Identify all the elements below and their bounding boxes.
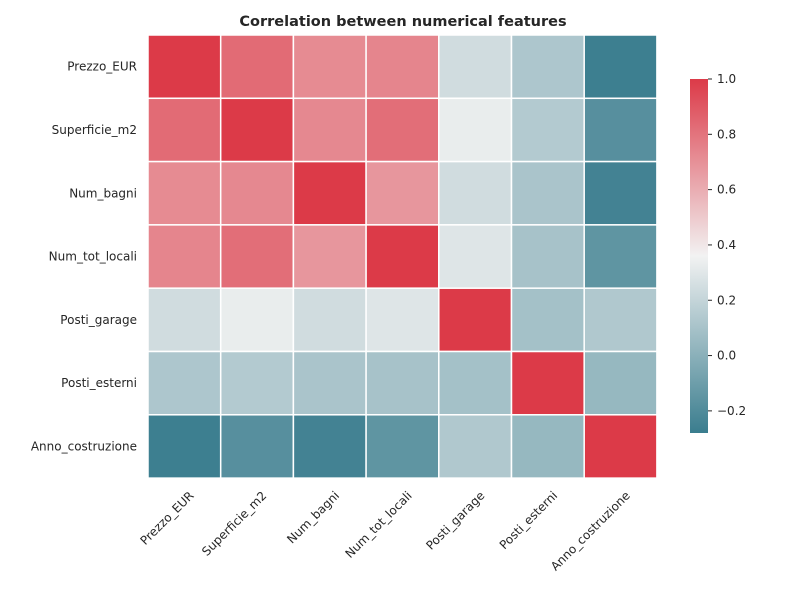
heatmap-cell (510, 224, 585, 289)
heatmap-cell (147, 414, 222, 479)
column-tick-label: Posti_garage (423, 489, 487, 553)
heatmap-cell (583, 287, 658, 353)
heatmap-cell (583, 224, 658, 289)
column-labels: Prezzo_EUR Superficie_m2 Num_bagni Num_tot_… (137, 489, 632, 574)
heatmap-cell (438, 97, 513, 163)
heatmap-cell (438, 34, 513, 100)
heatmap-cell (147, 34, 222, 100)
row-tick-label: Num_bagni (69, 186, 137, 200)
colorbar-tick-label: 1.0 (717, 72, 736, 86)
colorbar-ticks: 1.0 0.8 0.6 0.4 0.2 0.0 −0.2 (708, 72, 746, 418)
heatmap-cell (510, 160, 585, 226)
row-tick-label: Posti_garage (60, 313, 137, 327)
heatmap-cell (219, 224, 295, 289)
column-tick-label: Posti_esterni (497, 489, 561, 553)
row-tick-label: Anno_costruzione (31, 439, 137, 453)
heatmap-cell (292, 350, 367, 416)
row-tick-label: Prezzo_EUR (67, 60, 137, 74)
row-tick-label: Superficie_m2 (52, 123, 137, 137)
heatmap-cell (438, 414, 513, 479)
heatmap-cell (583, 414, 658, 479)
heatmap-cell (292, 224, 367, 289)
heatmap-cell (438, 287, 513, 353)
heatmap-cell (365, 97, 440, 163)
heatmap-cell (365, 414, 440, 479)
heatmap-cell (219, 97, 295, 163)
colorbar (690, 79, 708, 433)
colorbar-tick-label: 0.8 (717, 127, 736, 141)
heatmap-cell (219, 414, 295, 479)
column-tick-label: Num_tot_locali (342, 489, 414, 561)
heatmap-cell (510, 97, 585, 163)
heatmap-cell (583, 350, 658, 416)
column-tick-label: Anno_costruzione (548, 489, 633, 574)
heatmap-cell (438, 160, 513, 226)
row-tick-label: Posti_esterni (61, 376, 137, 390)
column-tick-label: Prezzo_EUR (137, 489, 196, 548)
heatmap-cell (147, 287, 222, 353)
heatmap-cell (147, 224, 222, 289)
heatmap-cell (365, 34, 440, 100)
heatmap-cell (510, 34, 585, 100)
row-tick-label: Num_tot_locali (49, 250, 137, 264)
heatmap-cell (510, 350, 585, 416)
heatmap-cell (219, 160, 295, 226)
heatmap-cell (219, 34, 295, 100)
row-labels: Prezzo_EUR Superficie_m2 Num_bagni Num_tot_… (31, 60, 137, 454)
heatmap-cell (147, 97, 222, 163)
heatmap-cell (510, 287, 585, 353)
heatmap-cell (438, 224, 513, 289)
heatmap-cell (365, 224, 440, 289)
heatmap-cell (292, 160, 367, 226)
column-tick-label: Superficie_m2 (199, 489, 269, 559)
colorbar-tick-label: 0.0 (717, 349, 736, 363)
heatmap-cell (219, 350, 295, 416)
heatmap-cell (583, 160, 658, 226)
heatmap-cell (219, 287, 295, 353)
heatmap-cells (147, 34, 658, 479)
colorbar-tick-label: −0.2 (717, 404, 746, 418)
heatmap-cell (365, 287, 440, 353)
heatmap-cell (147, 160, 222, 226)
heatmap-cell (438, 350, 513, 416)
heatmap-cell (292, 414, 367, 479)
heatmap-cell (147, 350, 222, 416)
heatmap-cell (365, 350, 440, 416)
heatmap-cell (292, 287, 367, 353)
colorbar-tick-label: 0.2 (717, 293, 736, 307)
heatmap-cell (365, 160, 440, 226)
heatmap-cell (510, 414, 585, 479)
colorbar-tick-label: 0.4 (717, 238, 736, 252)
column-tick-label: Num_bagni (284, 489, 342, 547)
heatmap-cell (583, 34, 658, 100)
heatmap-cell (583, 97, 658, 163)
heatmap-cell (292, 34, 367, 100)
chart-title: Correlation between numerical features (239, 14, 566, 30)
heatmap-cell (292, 97, 367, 163)
colorbar-tick-label: 0.6 (717, 183, 736, 197)
